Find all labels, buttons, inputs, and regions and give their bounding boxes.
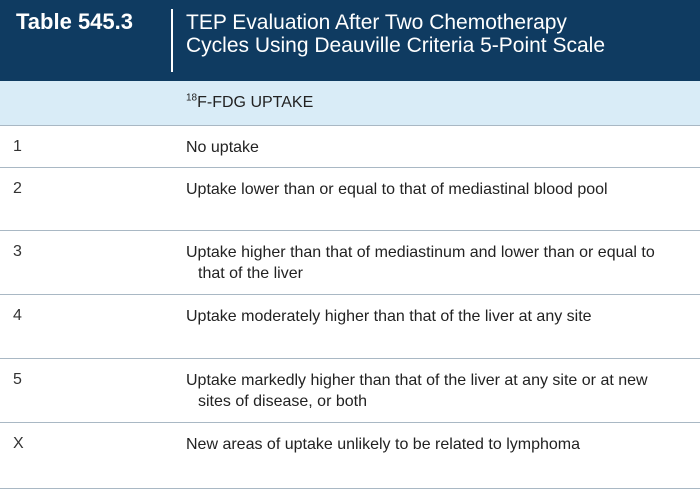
score-cell: X [13,435,24,452]
fdg-superscript: 18 [186,92,198,104]
description-cell: Uptake markedly higher than that of the … [186,372,648,410]
description-cell: Uptake higher than that of mediastinum a… [186,244,655,282]
table-row-4: 4 Uptake moderately higher than that of … [0,295,700,359]
score-cell: 3 [13,243,22,260]
table-row-5: 5 Uptake markedly higher than that of th… [0,359,700,423]
description-cell: Uptake moderately higher than that of th… [186,308,592,325]
table-row-2: 2 Uptake lower than or equal to that of … [0,168,700,231]
column-header-text: F-FDG UPTAKE [197,94,314,111]
table-header: Table 545.3 TEP Evaluation After Two Che… [0,0,700,81]
score-cell: 1 [13,138,22,155]
table-number: Table 545.3 [16,9,133,34]
column-header-row: 18F-FDG UPTAKE [0,81,700,126]
table-row-1: 1 No uptake [0,126,700,168]
table-row-6: X New areas of uptake unlikely to be rel… [0,423,700,489]
score-cell: 4 [13,307,22,324]
table-title: TEP Evaluation After Two Chemotherapy Cy… [186,11,605,57]
score-cell: 2 [13,180,22,197]
column-header-label: 18F-FDG UPTAKE [186,92,314,112]
score-cell: 5 [13,371,22,388]
description-cell: New areas of uptake unlikely to be relat… [186,436,580,453]
header-divider [171,9,173,72]
description-cell: Uptake lower than or equal to that of me… [186,181,608,198]
description-cell: No uptake [186,139,259,156]
table-row-3: 3 Uptake higher than that of mediastinum… [0,231,700,295]
